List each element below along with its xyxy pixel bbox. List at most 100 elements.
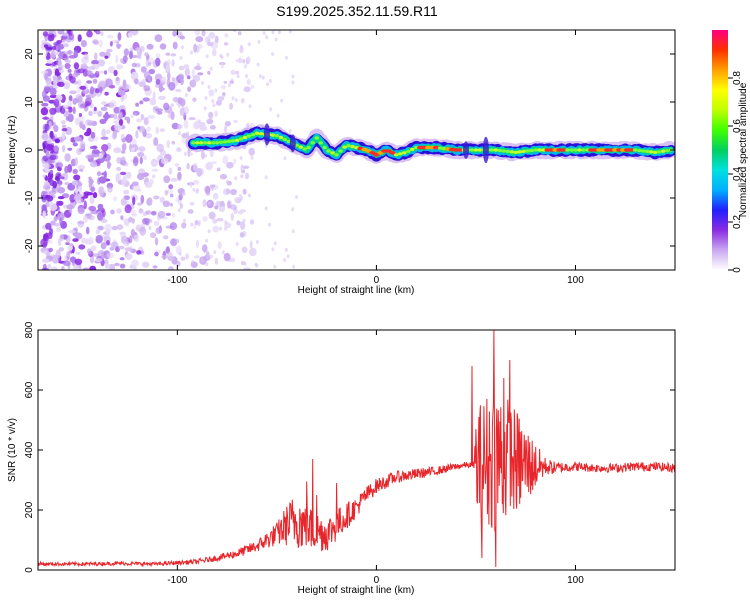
spectrogram-ridge-layer xyxy=(185,123,675,164)
spectrogram-noise-cell xyxy=(63,81,71,90)
spectrogram-noise-cell xyxy=(86,30,93,38)
spectrogram-noise-cell xyxy=(50,220,56,226)
spectrogram-noise-cell xyxy=(104,263,111,269)
spectrogram-noise-cell xyxy=(167,266,174,270)
spectrogram-noise-cell xyxy=(44,123,50,132)
spectrogram-noise-cell xyxy=(143,71,151,80)
spectrogram-noise-cell xyxy=(45,222,52,230)
spectrogram-noise-cell xyxy=(209,66,213,71)
spectrogram-noise-cell xyxy=(240,44,243,49)
spectrogram-noise-cell xyxy=(146,126,151,132)
spectrogram-noise-cell xyxy=(168,184,174,190)
spectrogram-noise-cell xyxy=(116,44,122,47)
spectrogram-noise-cell xyxy=(190,50,193,55)
spectrogram-noise-cell xyxy=(171,59,175,67)
spectrogram-noise-cell xyxy=(139,156,143,165)
spectrogram-noise-cell xyxy=(58,180,63,185)
spectrogram-noise-cell xyxy=(130,147,136,152)
spectrogram-noise-cell xyxy=(219,173,228,180)
spectrogram-noise-cell xyxy=(197,119,201,124)
spectrogram-noise-cell xyxy=(149,97,157,106)
spectrogram-ridge-peak xyxy=(226,139,232,143)
spectrogram-noise-cell xyxy=(194,30,201,36)
spectrogram-noise-cell xyxy=(218,206,226,212)
spectrogram-noise-cell xyxy=(123,189,130,195)
spectrogram-ridge-peak xyxy=(270,133,276,137)
spectrogram-noise-cell xyxy=(190,222,194,227)
spectrogram-noise-cell xyxy=(246,56,251,64)
spectrogram-noise-cell xyxy=(269,107,273,112)
spectrogram-noise-cell xyxy=(42,210,46,219)
spectrogram-noise-cell xyxy=(94,70,100,78)
spectrogram-noise-cell xyxy=(172,30,177,37)
spectrogram-noise-cell xyxy=(192,187,196,192)
spectrogram-noise-cell xyxy=(45,55,50,60)
spectrogram-noise-cell xyxy=(111,226,118,231)
spectrogram-noise-cell xyxy=(185,253,189,260)
spectrogram-noise-cell xyxy=(220,85,226,90)
spectrogram-noise-cell xyxy=(80,63,88,69)
spectrogram-noise-cell xyxy=(292,264,295,269)
spectrogram-noise-cell xyxy=(184,67,190,77)
spectrogram-noise-cell xyxy=(137,126,141,130)
y-tick-label: 200 xyxy=(24,501,35,518)
spectrogram-noise-cell xyxy=(223,125,228,132)
spectrogram-noise-cell xyxy=(145,210,152,215)
spectrogram-noise-cell xyxy=(224,220,228,225)
spectrogram-noise-cell xyxy=(172,41,178,50)
spectrogram-noise-cell xyxy=(61,124,67,128)
spectrogram-noise-cell xyxy=(116,64,124,70)
spectrogram-noise-cell xyxy=(61,120,66,125)
spectrogram-noise-cell xyxy=(55,200,60,206)
spectrogram-noise-cell xyxy=(42,116,50,120)
spectrogram-noise-cell xyxy=(223,80,228,84)
spectrogram-noise-cell xyxy=(137,55,142,59)
spectrogram-noise-cell xyxy=(208,211,216,220)
spectrogram-noise-cell xyxy=(245,172,249,180)
spectrogram-noise-cell xyxy=(41,191,48,195)
spectrogram-noise-cell xyxy=(58,247,64,252)
spectrogram-noise-cell xyxy=(224,33,229,38)
spectrogram-noise-cell xyxy=(264,206,268,211)
spectrogram-noise-cell xyxy=(80,238,88,244)
spectrogram-noise-cell xyxy=(151,210,157,216)
spectrogram-ridge-peak xyxy=(207,141,212,145)
colorbar: 0 0.2 0.4 0.6 0.8 Normalized spectral amplit… xyxy=(712,30,749,273)
spectrogram-noise-cell xyxy=(119,263,126,269)
spectrogram-ridge-peak xyxy=(350,145,355,149)
spectrogram-noise-cell xyxy=(102,209,106,218)
spectrogram-noise-cell xyxy=(48,35,54,39)
spectrogram-noise-cell xyxy=(210,161,217,165)
spectrogram-noise-cell xyxy=(83,200,88,210)
spectrogram-noise-cell xyxy=(248,147,255,156)
spectrogram-noise-cell xyxy=(250,84,255,89)
spectrogram-noise-cell xyxy=(67,147,73,151)
spectrogram-noise-cell xyxy=(82,267,91,270)
spectrogram-noise-cell xyxy=(125,253,133,260)
spectrogram-noise-cell xyxy=(42,263,47,270)
spectrogram-ridge-peak xyxy=(398,152,403,156)
spectrogram-noise-cell xyxy=(86,192,94,196)
spectrogram-noise-cell xyxy=(101,144,109,152)
spectrogram-noise-cell xyxy=(178,251,182,256)
spectrogram-ridge-peak xyxy=(477,148,483,152)
spectrogram-noise-cell xyxy=(271,247,275,252)
spectrogram-noise-cell xyxy=(179,56,183,60)
spectrogram-noise-cell xyxy=(123,218,130,227)
spectrogram-noise-cell xyxy=(42,250,48,254)
spectrogram-noise-cell xyxy=(121,143,127,152)
spectrogram-noise-cell xyxy=(113,113,118,120)
spectrogram-noise-cell xyxy=(217,241,222,250)
spectrogram-noise-cell xyxy=(49,94,58,99)
spectrogram-noise-cell xyxy=(77,115,85,123)
y-tick-label: -10 xyxy=(24,190,35,205)
spectrogram-noise-cell xyxy=(59,217,63,226)
spectrogram-noise-cell xyxy=(223,188,230,196)
spectrogram-noise-cell xyxy=(155,227,161,235)
spectrogram-noise-cell xyxy=(167,72,171,80)
spectrogram-noise-cell xyxy=(120,133,125,139)
spectrogram-ridge-peak xyxy=(469,148,475,152)
spectrogram-noise-cell xyxy=(115,76,120,82)
spectrogram-noise-cell xyxy=(87,66,95,70)
spectrogram-noise-cell xyxy=(215,100,222,106)
